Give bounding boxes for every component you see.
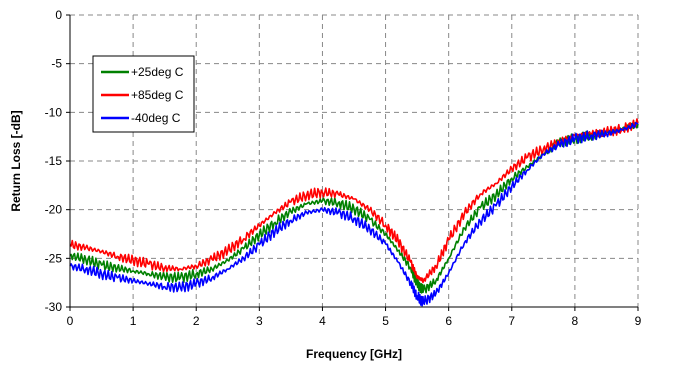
series-line-minus40c [69, 121, 639, 307]
x-tick-label: 8 [572, 314, 579, 328]
series-layer [69, 118, 639, 307]
tick-labels: 0 1 2 3 4 5 6 7 8 9 0 -5 -10 -15 -20 -25 -30 [45, 8, 642, 328]
x-tick-label: 1 [130, 314, 137, 328]
x-tick-label: 6 [445, 314, 452, 328]
legend-label-85c: +85deg C [131, 88, 184, 102]
y-tick-label: -15 [45, 154, 63, 168]
x-tick-label: 0 [67, 314, 74, 328]
series-line-85c [69, 118, 639, 284]
legend-label-25c: +25deg C [131, 65, 184, 79]
x-axis-title: Frequency [GHz] [306, 347, 402, 361]
x-tick-label: 4 [319, 314, 326, 328]
y-tick-label: -30 [45, 300, 63, 314]
x-tick-label: 9 [635, 314, 642, 328]
axes [66, 14, 639, 311]
legend-label-minus40c: -40deg C [131, 111, 181, 125]
legend: +25deg C +85deg C -40deg C [92, 55, 195, 133]
y-tick-label: 0 [55, 8, 62, 22]
y-axis-title: Return Loss [-dB] [9, 110, 23, 211]
y-tick-label: -25 [45, 251, 63, 265]
x-tick-label: 5 [382, 314, 389, 328]
x-tick-label: 2 [193, 314, 200, 328]
x-tick-label: 7 [508, 314, 515, 328]
x-tick-label: 3 [256, 314, 263, 328]
y-tick-label: -20 [45, 203, 63, 217]
y-tick-label: -5 [51, 57, 62, 71]
y-tick-label: -10 [45, 105, 63, 119]
